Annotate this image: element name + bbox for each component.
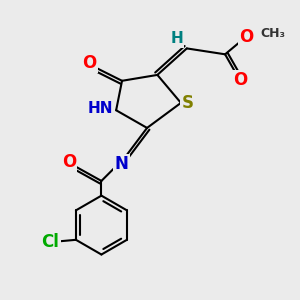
Text: Cl: Cl xyxy=(41,233,59,251)
Text: O: O xyxy=(82,53,96,71)
Text: N: N xyxy=(115,155,128,173)
Text: O: O xyxy=(233,71,247,89)
Text: O: O xyxy=(239,28,254,46)
Text: S: S xyxy=(182,94,194,112)
Text: H: H xyxy=(170,32,183,46)
Text: O: O xyxy=(62,153,76,171)
Text: HN: HN xyxy=(88,101,114,116)
Text: CH₃: CH₃ xyxy=(260,27,285,40)
